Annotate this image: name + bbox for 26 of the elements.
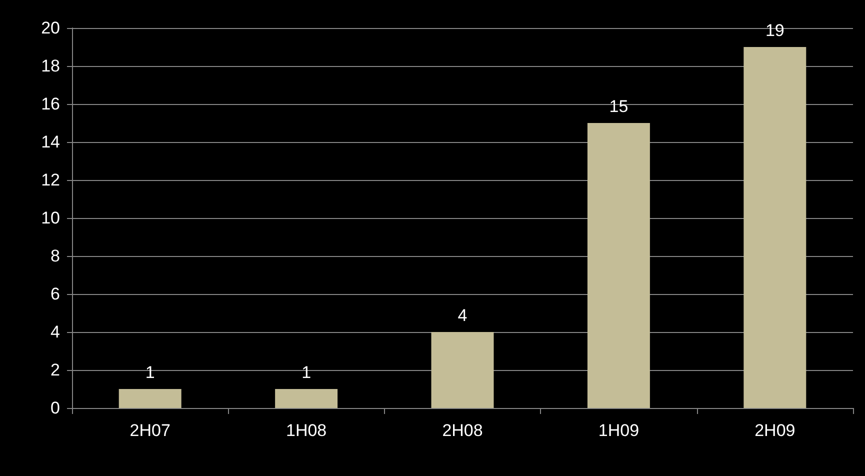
bar bbox=[275, 389, 338, 408]
y-tick-label: 14 bbox=[41, 132, 60, 152]
x-tick-label: 2H08 bbox=[442, 421, 483, 440]
y-tick-label: 18 bbox=[41, 56, 60, 76]
y-tick-label: 12 bbox=[41, 170, 60, 190]
y-tick-label: 0 bbox=[50, 398, 60, 418]
data-label: 19 bbox=[765, 21, 784, 40]
bar bbox=[744, 47, 806, 408]
y-tick-label: 20 bbox=[41, 18, 60, 38]
y-tick-label: 16 bbox=[41, 94, 60, 114]
x-tick-label: 2H09 bbox=[754, 421, 796, 440]
data-label: 4 bbox=[458, 306, 468, 325]
bar bbox=[587, 123, 650, 408]
x-tick-label: 2H07 bbox=[130, 421, 170, 440]
x-tick-label: 1H09 bbox=[598, 421, 640, 440]
data-label: 1 bbox=[145, 363, 155, 382]
y-tick-label: 8 bbox=[50, 246, 60, 266]
y-tick-label: 2 bbox=[50, 360, 60, 380]
bar bbox=[431, 332, 494, 408]
data-label: 15 bbox=[609, 97, 628, 116]
bar bbox=[118, 389, 182, 408]
y-tick-label: 10 bbox=[41, 208, 60, 228]
data-label: 1 bbox=[302, 363, 312, 382]
y-tick-label: 6 bbox=[50, 284, 60, 304]
y-tick-label: 4 bbox=[50, 322, 60, 342]
x-tick-label: 1H08 bbox=[286, 421, 327, 440]
